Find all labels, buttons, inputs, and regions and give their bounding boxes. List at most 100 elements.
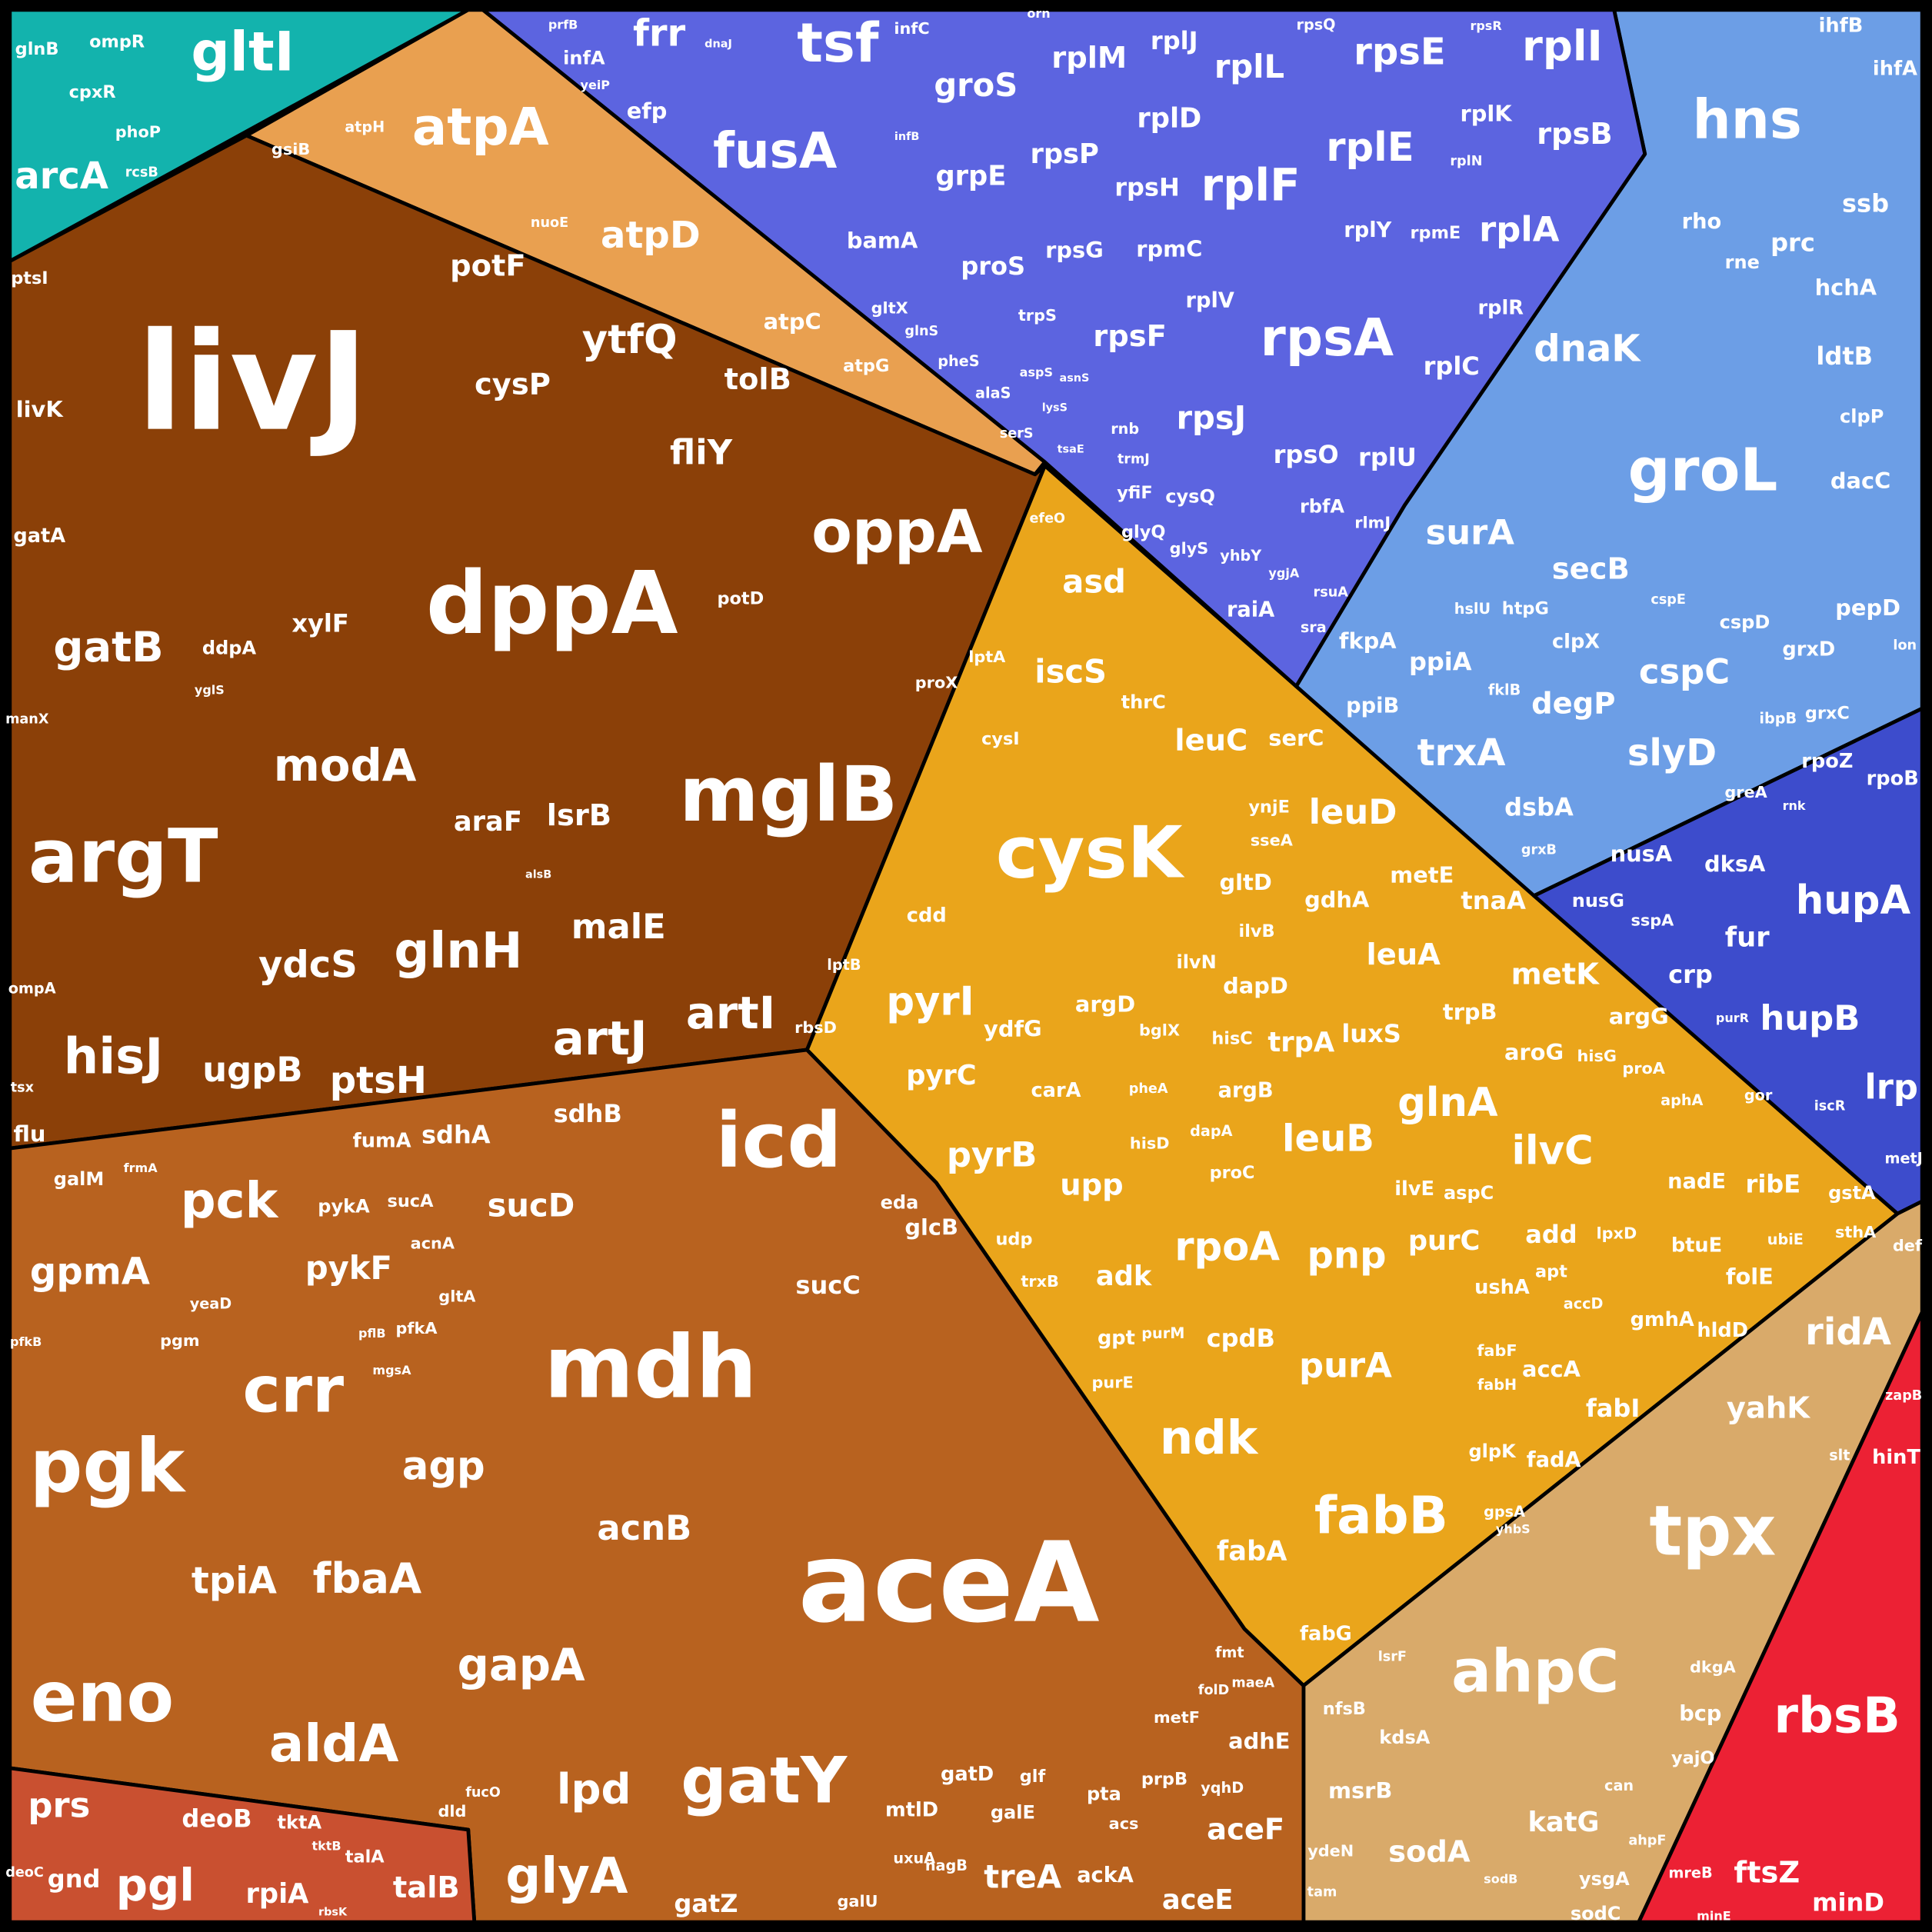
protein-label: rpsR: [1470, 18, 1502, 33]
protein-label: fabI: [1586, 1394, 1640, 1423]
protein-label: leuA: [1367, 938, 1441, 972]
protein-label: purM: [1141, 1324, 1184, 1342]
protein-label: lysS: [1042, 401, 1068, 414]
protein-label: tktA: [278, 1811, 322, 1833]
protein-label: sra: [1301, 618, 1327, 636]
protein-label: mgsA: [372, 1363, 411, 1377]
protein-label: tsx: [11, 1081, 35, 1096]
protein-label: proC: [1210, 1163, 1255, 1183]
protein-label: tsaE: [1058, 444, 1084, 456]
protein-label: araF: [454, 806, 522, 838]
protein-label: clpP: [1840, 405, 1884, 427]
protein-label: rpsQ: [1296, 16, 1335, 34]
protein-label: alaS: [975, 385, 1011, 402]
protein-label: hldD: [1697, 1319, 1748, 1342]
protein-label: atpH: [345, 118, 385, 136]
protein-label: nfsB: [1323, 1699, 1366, 1719]
protein-label: phoP: [115, 122, 161, 141]
protein-label: fusA: [713, 123, 838, 180]
protein-label: rplC: [1424, 351, 1480, 381]
protein-label: rpsG: [1045, 237, 1104, 263]
protein-label: glf: [1020, 1767, 1046, 1787]
protein-label: ilvE: [1394, 1178, 1434, 1201]
protein-label: acnA: [411, 1234, 455, 1252]
protein-label: dkgA: [1690, 1658, 1736, 1677]
protein-label: udp: [995, 1230, 1032, 1250]
protein-label: ptsI: [11, 268, 48, 288]
protein-label: cysI: [981, 729, 1020, 749]
protein-label: rplD: [1137, 102, 1201, 134]
protein-label: lpxD: [1597, 1224, 1637, 1243]
protein-label: potF: [450, 249, 526, 284]
protein-label: infB: [894, 131, 919, 143]
protein-label: rplF: [1201, 158, 1301, 211]
protein-label: serS: [1000, 426, 1034, 441]
protein-label: galM: [54, 1168, 105, 1190]
protein-label: rplV: [1186, 288, 1234, 312]
protein-label: dapA: [1190, 1122, 1232, 1140]
protein-label: gpmA: [30, 1250, 150, 1293]
protein-label: def: [1893, 1237, 1923, 1255]
protein-label: pgk: [30, 1423, 187, 1509]
protein-label: fabH: [1477, 1376, 1517, 1394]
protein-label: rplI: [1522, 21, 1603, 70]
protein-label: ppiB: [1346, 694, 1399, 718]
protein-label: yeiP: [581, 78, 611, 92]
protein-label: slyD: [1627, 731, 1717, 774]
protein-label: gstA: [1828, 1182, 1876, 1204]
protein-label: artI: [686, 987, 775, 1039]
protein-label: tolB: [724, 362, 791, 397]
protein-label: lon: [1893, 638, 1917, 653]
protein-label: zapB: [1885, 1388, 1922, 1404]
protein-label: lptA: [968, 648, 1005, 666]
protein-label: xylF: [291, 609, 348, 638]
protein-label: ytfQ: [582, 317, 678, 363]
protein-label: rcsB: [125, 165, 158, 180]
protein-label: galU: [838, 1892, 878, 1910]
protein-label: argD: [1075, 991, 1135, 1018]
protein-label: sodC: [1571, 1903, 1621, 1924]
protein-label: sucA: [388, 1191, 435, 1211]
protein-label: infC: [894, 19, 929, 38]
protein-label: mdh: [544, 1317, 757, 1417]
protein-label: cysP: [475, 367, 551, 401]
protein-label: nadE: [1667, 1170, 1726, 1194]
protein-label: kdsA: [1379, 1727, 1430, 1748]
protein-label: frr: [633, 12, 686, 55]
protein-label: gatA: [13, 525, 65, 548]
protein-label: rplN: [1450, 154, 1482, 169]
protein-label: hchA: [1815, 274, 1877, 300]
protein-label: adhE: [1228, 1728, 1290, 1754]
protein-label: potD: [717, 589, 764, 609]
protein-label: ftsZ: [1734, 1856, 1800, 1890]
protein-label: lsrF: [1378, 1650, 1407, 1665]
protein-label: rpoA: [1174, 1224, 1280, 1270]
protein-label: ahpF: [1628, 1833, 1666, 1848]
protein-label: thrC: [1121, 691, 1166, 713]
protein-label: purC: [1408, 1225, 1481, 1257]
protein-label: pyrI: [886, 978, 974, 1024]
protein-label: serC: [1268, 725, 1324, 751]
protein-label: dapD: [1223, 973, 1288, 999]
category-region: [8, 1766, 477, 1924]
protein-label: cpxR: [69, 82, 116, 102]
protein-label: purA: [1299, 1345, 1392, 1386]
protein-label: pta: [1087, 1784, 1121, 1805]
protein-label: surA: [1426, 512, 1515, 553]
protein-label: deoB: [182, 1804, 251, 1834]
protein-label: oppA: [811, 498, 983, 567]
protein-label: gltA: [438, 1287, 475, 1305]
protein-label: accA: [1522, 1356, 1581, 1382]
protein-label: dnaJ: [705, 38, 732, 51]
protein-label: glnB: [15, 39, 59, 59]
protein-label: ddpA: [202, 638, 257, 659]
protein-label: yeaD: [190, 1294, 232, 1312]
protein-label: ydfG: [984, 1016, 1042, 1042]
protein-label: sthA: [1835, 1223, 1876, 1241]
protein-label: gmhA: [1631, 1308, 1694, 1331]
protein-label: ahpC: [1451, 1637, 1619, 1706]
protein-label: sdhB: [554, 1099, 622, 1128]
protein-label: tpx: [1649, 1491, 1776, 1571]
protein-label: modA: [274, 739, 417, 791]
protein-label: arcA: [15, 155, 108, 198]
